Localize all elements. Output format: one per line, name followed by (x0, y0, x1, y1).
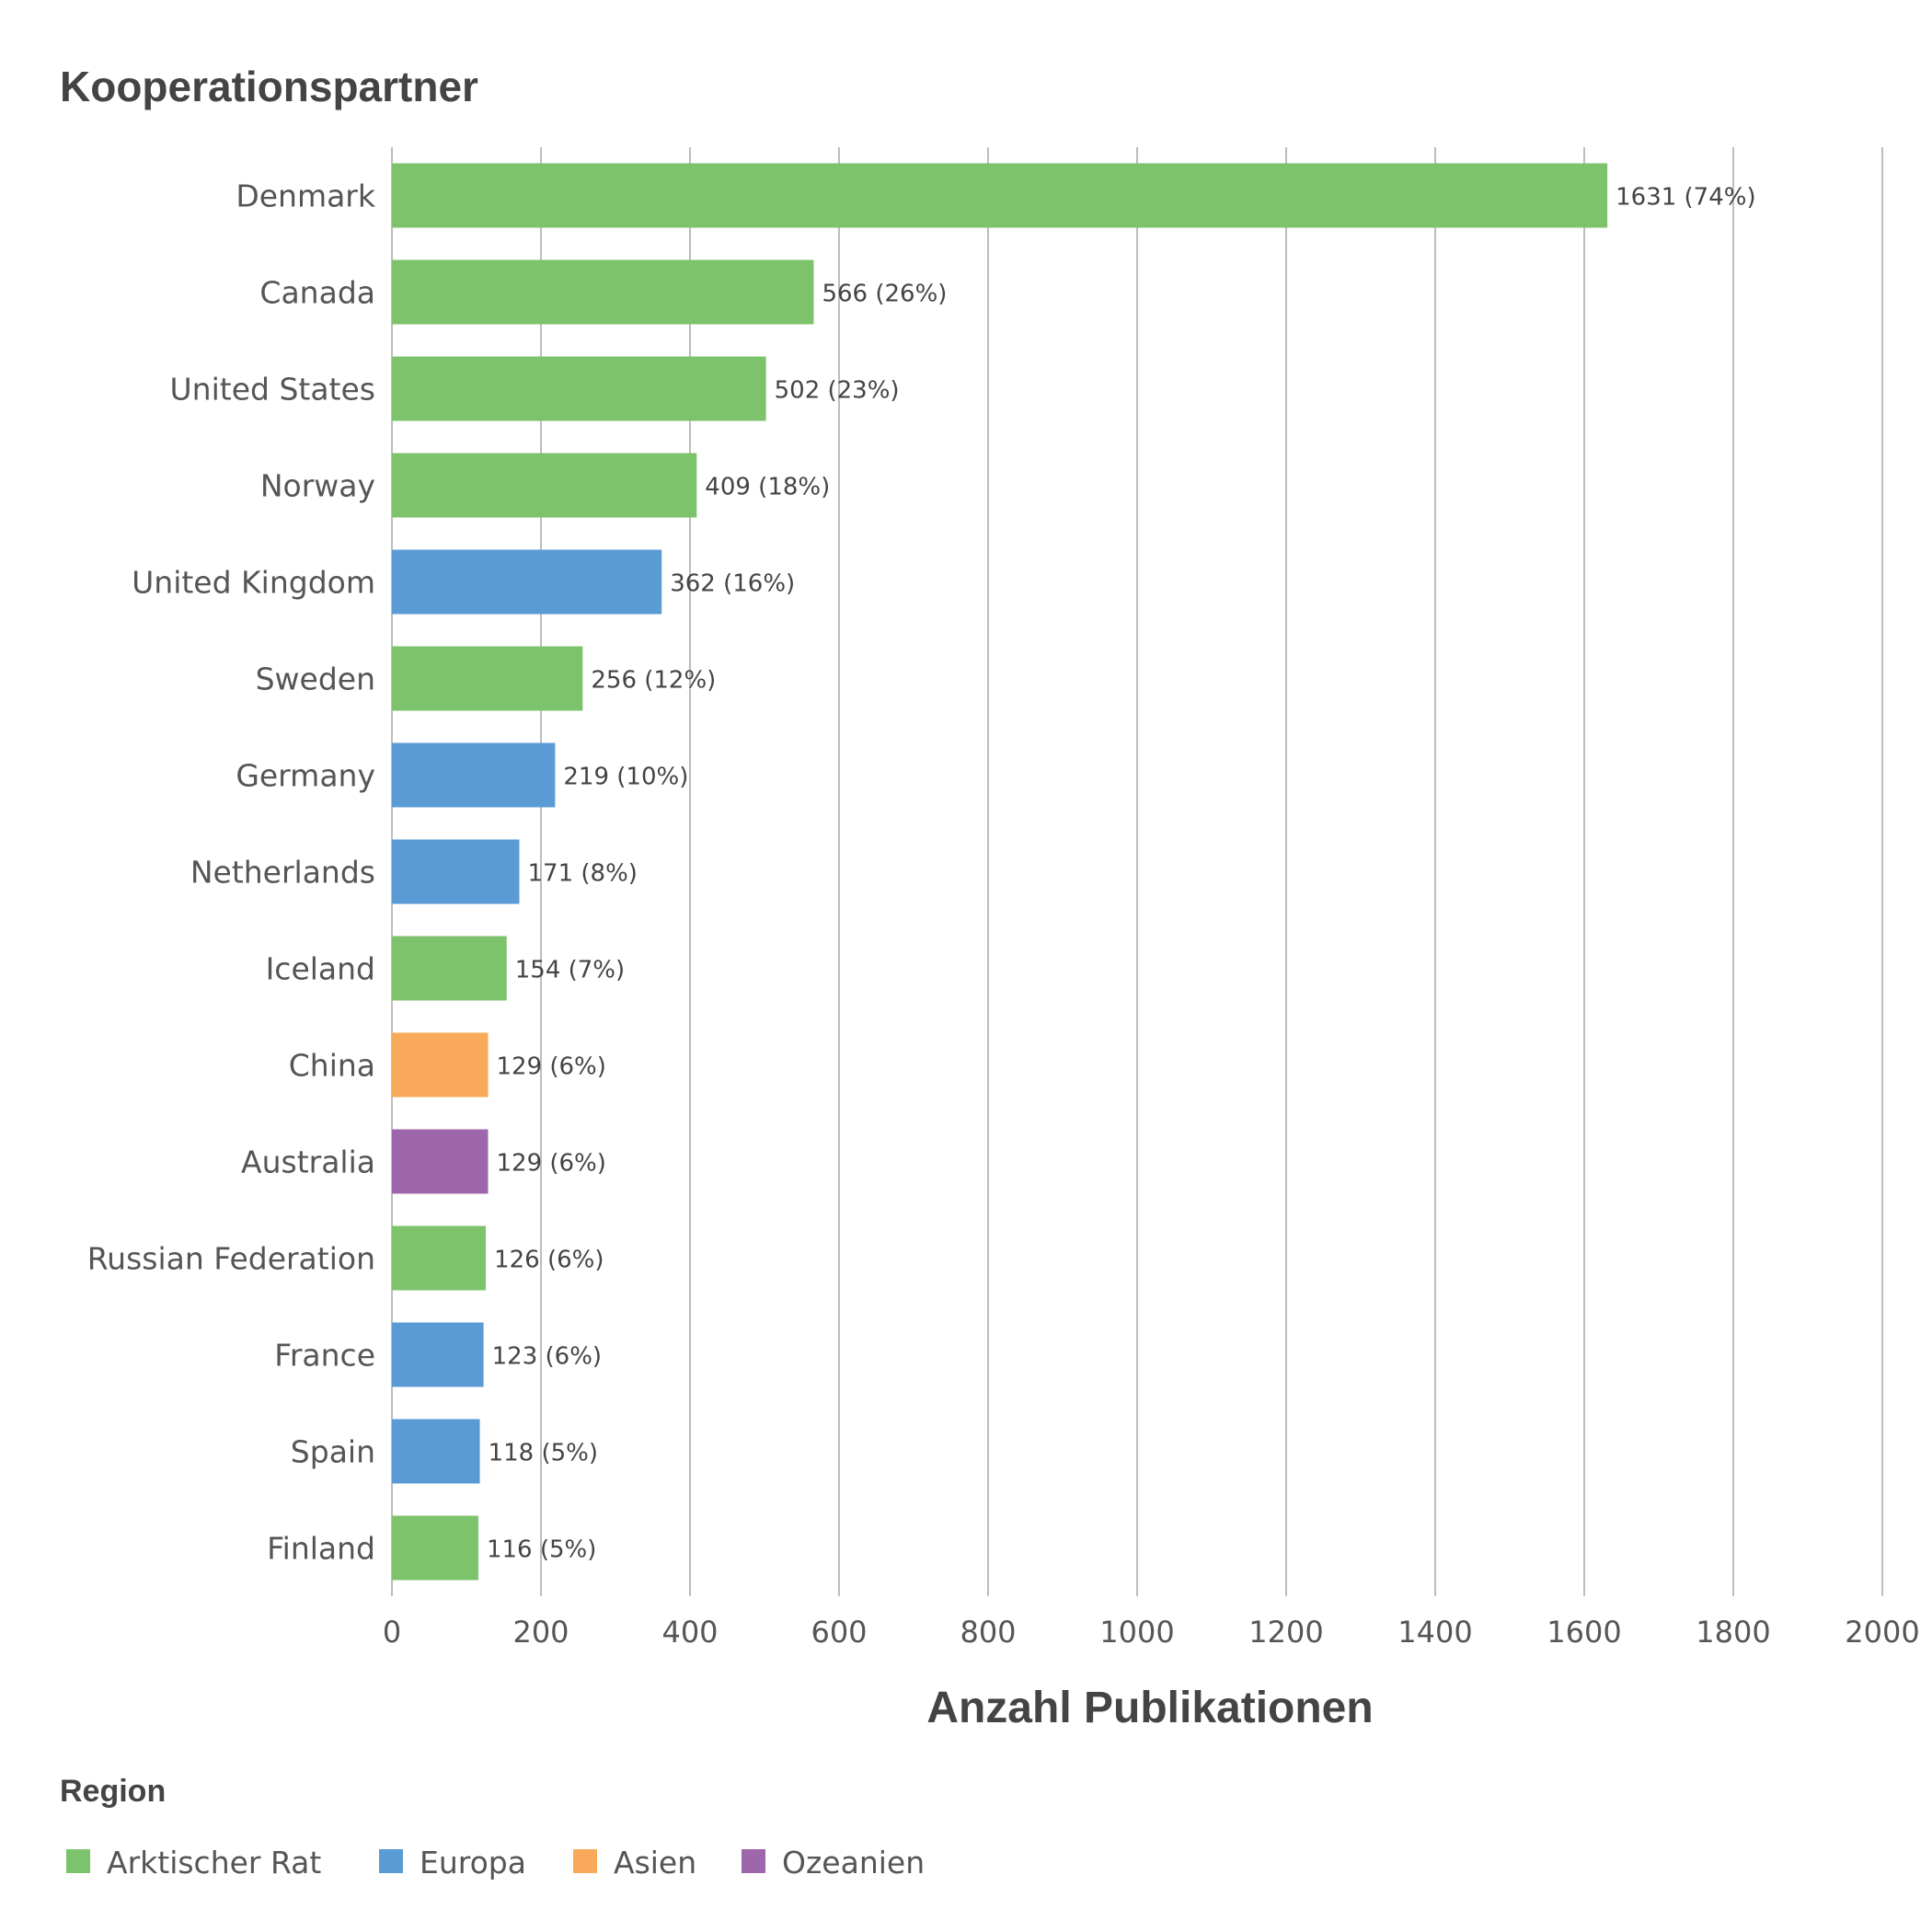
category-label: Germany (236, 758, 375, 794)
legend-label: Ozeanien (782, 1845, 925, 1880)
bar (392, 1515, 478, 1581)
chart-title: Kooperationspartner (60, 63, 478, 110)
x-tick-label: 0 (383, 1615, 401, 1650)
category-label: United States (170, 372, 375, 408)
category-label: United Kingdom (132, 565, 375, 601)
bar (392, 1225, 487, 1291)
category-label: Sweden (256, 661, 375, 697)
legend-swatch (379, 1849, 403, 1873)
data-label: 362 (16%) (670, 570, 795, 598)
category-label: Denmark (236, 178, 376, 214)
category-label: Canada (259, 275, 375, 311)
data-label: 154 (7%) (515, 957, 625, 984)
data-label: 502 (23%) (775, 377, 900, 405)
bar (392, 1129, 489, 1194)
x-tick-label: 2000 (1845, 1615, 1919, 1650)
x-tick-label: 400 (661, 1615, 718, 1650)
category-label: Australia (241, 1144, 375, 1180)
data-label: 116 (5%) (487, 1536, 596, 1564)
bar (392, 259, 814, 325)
legend-label: Europa (420, 1845, 526, 1880)
bar (392, 742, 556, 808)
data-label: 566 (26%) (822, 281, 947, 308)
legend: Arktischer Rat Europa Asien Ozeanien (66, 1845, 925, 1880)
x-axis-title: Anzahl Publikationen (926, 1684, 1373, 1732)
bar (392, 163, 1608, 228)
legend-label: Asien (614, 1845, 696, 1880)
x-tick-label: 1000 (1099, 1615, 1174, 1650)
x-tick-label: 200 (512, 1615, 569, 1650)
bars (392, 163, 1608, 1581)
category-label: Spain (291, 1434, 375, 1470)
bar (392, 453, 697, 518)
category-label: Russian Federation (87, 1241, 375, 1277)
value-labels: 1631 (74%) 566 (26%) 502 (23%) 409 (18%) 362… (487, 184, 1756, 1564)
x-tick-label: 1600 (1547, 1615, 1621, 1650)
data-label: 129 (6%) (496, 1053, 605, 1081)
legend-swatch (573, 1849, 597, 1873)
data-label: 409 (18%) (705, 474, 830, 501)
data-label: 129 (6%) (496, 1150, 605, 1178)
data-label: 118 (5%) (489, 1440, 598, 1467)
data-label: 1631 (74%) (1616, 184, 1756, 212)
data-label: 123 (6%) (492, 1343, 602, 1371)
x-tick-label: 1400 (1397, 1615, 1472, 1650)
bar (392, 1032, 489, 1098)
x-tick-label: 1800 (1696, 1615, 1770, 1650)
legend-swatch (66, 1849, 90, 1873)
bar (392, 356, 766, 421)
x-tick-label: 1200 (1248, 1615, 1323, 1650)
bar (392, 936, 507, 1001)
bar (392, 839, 520, 904)
x-tick-label: 600 (811, 1615, 867, 1650)
category-label: China (289, 1048, 375, 1084)
legend-label: Arktischer Rat (107, 1845, 321, 1880)
bar (392, 646, 583, 711)
x-tick-label: 800 (960, 1615, 1016, 1650)
x-axis-ticks: 0 200 400 600 800 1000 1200 1400 1600 1800 2000 (383, 1615, 1920, 1650)
bar (392, 549, 662, 615)
data-label: 171 (8%) (528, 860, 638, 888)
category-label: France (274, 1338, 375, 1374)
category-labels: Denmark Canada United States Norway United K… (87, 178, 376, 1567)
data-label: 256 (12%) (591, 667, 716, 695)
category-label: Norway (260, 468, 375, 504)
bar (392, 1322, 484, 1387)
bar (392, 1419, 480, 1484)
category-label: Netherlands (190, 855, 375, 891)
data-label: 126 (6%) (494, 1247, 604, 1274)
data-label: 219 (10%) (563, 764, 688, 791)
category-label: Finland (267, 1531, 375, 1567)
legend-swatch (742, 1849, 765, 1873)
legend-title: Region (60, 1774, 166, 1809)
category-label: Iceland (266, 951, 375, 987)
